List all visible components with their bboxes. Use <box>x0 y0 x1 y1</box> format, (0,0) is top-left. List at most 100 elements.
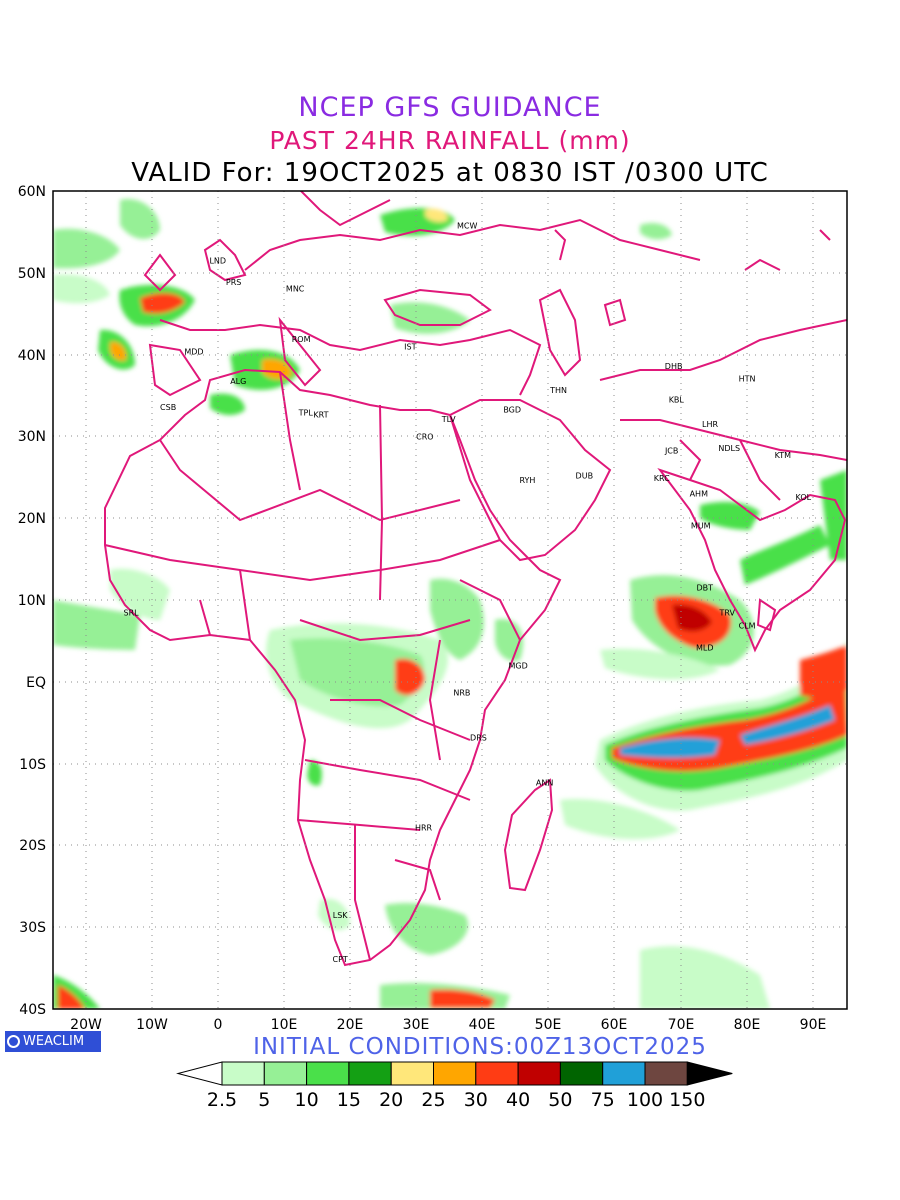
lon-label: 10E <box>271 1017 298 1033</box>
lon-label: 10W <box>136 1017 168 1033</box>
city-label: MUM <box>691 522 711 531</box>
city-label: MNC <box>286 284 305 293</box>
legend-threshold-label: 15 <box>337 1089 361 1111</box>
lat-label: 20N <box>18 511 46 527</box>
lon-label: 90E <box>800 1017 827 1033</box>
legend-threshold-label: 150 <box>669 1089 705 1111</box>
latitude-labels: 60N 50N 40N 30N 20N 10N EQ 10S 20S 30S 4… <box>18 184 46 1018</box>
city-label: RYH <box>519 476 535 485</box>
legend-threshold-label: 50 <box>548 1089 572 1111</box>
lat-label: 50N <box>18 266 46 282</box>
city-label: DUB <box>576 472 594 481</box>
city-label: DBT <box>696 584 713 593</box>
legend-threshold-label: 10 <box>295 1089 319 1111</box>
city-label: BGD <box>503 405 521 414</box>
legend-threshold-label: 40 <box>506 1089 530 1111</box>
lon-label: 20E <box>337 1017 364 1033</box>
city-label: NRB <box>453 688 470 697</box>
initial-conditions: INITIAL CONDITIONS:00Z13OCT2025 <box>253 1034 707 1060</box>
legend-upper-extension <box>686 1061 733 1086</box>
lat-label: 10S <box>19 757 46 773</box>
legend-threshold-label: 5 <box>258 1089 270 1111</box>
legend-swatch <box>475 1061 519 1086</box>
legend-swatch <box>263 1061 308 1086</box>
lat-label: 10N <box>18 593 46 609</box>
lon-label: 60E <box>601 1017 628 1033</box>
city-label: KRC <box>654 474 670 483</box>
city-label: HTN <box>739 374 756 383</box>
weaclim-logo-text: WEACLIM <box>23 1034 85 1049</box>
legend-swatch <box>306 1061 350 1086</box>
lat-label: 20S <box>19 838 46 854</box>
legend-swatch <box>517 1061 561 1086</box>
lon-label: 70E <box>668 1017 695 1033</box>
city-labels: MCW LND PRS MNC MDD ROM IST ALG CSB TPL KRT TLV CRO B… <box>124 221 812 964</box>
city-label: DHB <box>665 362 683 371</box>
title-valid-time: VALID For: 19OCT2025 at 0830 IST /0300 U… <box>131 158 769 188</box>
city-label: HRR <box>415 823 433 832</box>
legend-threshold-label: 75 <box>591 1089 615 1111</box>
city-label: KTM <box>775 451 792 460</box>
legend-threshold-label: 20 <box>379 1089 403 1111</box>
city-label: DRS <box>470 733 487 742</box>
lat-label: 40N <box>18 348 46 364</box>
longitude-labels: 20W 10W 0 10E 20E 30E 40E 50E 60E 70E 80… <box>70 1017 826 1033</box>
city-label: MGD <box>509 661 528 670</box>
boundary-lines <box>104 191 847 967</box>
city-label: CLM <box>739 621 756 630</box>
city-label: KRT <box>313 410 328 419</box>
rainfall-field <box>53 191 847 1009</box>
city-label: KOL <box>796 493 812 502</box>
city-label: LND <box>209 257 226 266</box>
legend-threshold-label: 2.5 <box>207 1089 237 1111</box>
city-label: PRS <box>226 278 241 287</box>
legend-swatch <box>221 1061 265 1086</box>
city-label: CSB <box>160 403 176 412</box>
city-label: CPT <box>333 955 348 964</box>
city-label: CRO <box>416 432 433 441</box>
city-label: AHM <box>690 490 708 499</box>
legend-threshold-label: 25 <box>421 1089 445 1111</box>
lat-label: 30S <box>19 920 46 936</box>
city-label: KBL <box>669 396 685 405</box>
map-frame <box>52 190 848 1010</box>
city-label: LHR <box>702 420 718 429</box>
legend-swatch <box>602 1061 646 1086</box>
lat-label: 40S <box>19 1002 46 1018</box>
lat-label: EQ <box>26 675 46 691</box>
legend-lower-extension <box>176 1061 223 1086</box>
legend-swatch <box>348 1061 392 1086</box>
weaclim-logo-icon <box>7 1035 20 1048</box>
city-label: MLD <box>696 643 714 652</box>
city-label: SRL <box>124 608 140 617</box>
lon-label: 0 <box>214 1017 223 1033</box>
city-label: MCW <box>457 221 477 230</box>
city-label: TLV <box>441 415 456 424</box>
city-label: ROM <box>292 335 311 344</box>
city-label: TRV <box>718 608 735 617</box>
city-label: ANN <box>536 778 553 787</box>
legend-swatch <box>559 1061 604 1086</box>
city-label: LSK <box>333 911 349 920</box>
city-label: JCB <box>664 446 678 455</box>
lon-label: 50E <box>535 1017 562 1033</box>
lon-label: 40E <box>469 1017 496 1033</box>
title-variable: PAST 24HR RAINFALL (mm) <box>269 126 631 155</box>
legend-threshold-label: 100 <box>627 1089 663 1111</box>
city-label: TPL <box>298 409 314 418</box>
lat-label: 30N <box>18 429 46 445</box>
weaclim-logo[interactable]: WEACLIM <box>5 1031 101 1052</box>
legend-threshold-label: 30 <box>464 1089 488 1111</box>
city-label: MDD <box>184 347 203 356</box>
lon-label: 80E <box>734 1017 761 1033</box>
city-label: NDLS <box>718 444 740 453</box>
lon-label: 20W <box>70 1017 102 1033</box>
graticule <box>53 191 847 1009</box>
legend-swatch <box>644 1061 688 1086</box>
city-label: IST <box>404 342 416 351</box>
lat-label: 60N <box>18 184 46 200</box>
city-label: ALG <box>230 377 246 386</box>
city-label: THN <box>549 386 567 395</box>
